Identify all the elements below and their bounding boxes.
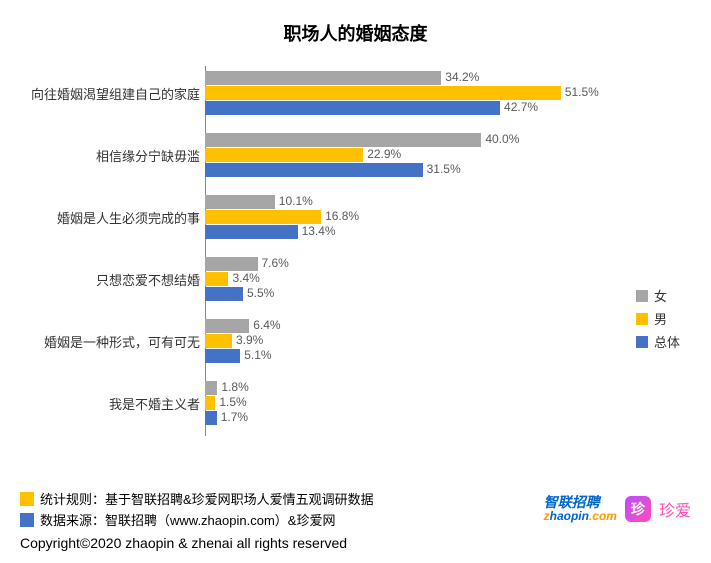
- y-axis-labels: 向往婚姻渴望组建自己的家庭相信缘分宁缺毋滥婚姻是人生必须完成的事只想恋爱不想结婚…: [10, 66, 200, 436]
- bar-value-label: 3.9%: [236, 333, 263, 347]
- legend-label: 男: [654, 309, 667, 328]
- bar: 42.7%: [205, 101, 500, 115]
- bar: 51.5%: [205, 86, 561, 100]
- bar-value-label: 31.5%: [427, 162, 461, 176]
- category-label: 我是不婚主义者: [109, 394, 200, 413]
- bar: 3.9%: [205, 334, 232, 348]
- source-row: 数据来源：智联招聘（www.zhaopin.com）&珍爱网: [20, 510, 691, 529]
- bar-value-label: 1.5%: [219, 395, 246, 409]
- bar: 5.1%: [205, 349, 240, 363]
- legend-item: 总体: [636, 332, 680, 351]
- bar-value-label: 13.4%: [302, 224, 336, 238]
- source-swatch: [20, 513, 34, 527]
- bar: 13.4%: [205, 225, 298, 239]
- legend-item: 女: [636, 286, 680, 305]
- source-text: 数据来源：智联招聘（www.zhaopin.com）&珍爱网: [40, 510, 335, 529]
- bar-value-label: 7.6%: [262, 256, 289, 270]
- legend-item: 男: [636, 309, 680, 328]
- bar-value-label: 16.8%: [325, 209, 359, 223]
- rule-swatch: [20, 492, 34, 506]
- bar-value-label: 1.7%: [221, 410, 248, 424]
- bar: 6.4%: [205, 319, 249, 333]
- bar: 5.5%: [205, 287, 243, 301]
- rule-text: 统计规则：基于智联招聘&珍爱网职场人爱情五观调研数据: [40, 489, 374, 508]
- category-label: 相信缘分宁缺毋滥: [96, 146, 200, 165]
- bar-value-label: 22.9%: [367, 147, 401, 161]
- legend: 女男总体: [636, 286, 680, 355]
- bar-value-label: 5.5%: [247, 286, 274, 300]
- chart-container: 职场人的婚姻态度 向往婚姻渴望组建自己的家庭相信缘分宁缺毋滥婚姻是人生必须完成的…: [0, 0, 711, 563]
- bar-value-label: 40.0%: [485, 132, 519, 146]
- bar-value-label: 51.5%: [565, 85, 599, 99]
- category-label: 向往婚姻渴望组建自己的家庭: [31, 84, 200, 103]
- bar: 16.8%: [205, 210, 321, 224]
- bar: 1.8%: [205, 381, 217, 395]
- category-label: 婚姻是一种形式，可有可无: [44, 332, 200, 351]
- legend-swatch: [636, 313, 648, 325]
- plot-area: 34.2%51.5%42.7%40.0%22.9%31.5%10.1%16.8%…: [205, 66, 585, 436]
- chart-area: 向往婚姻渴望组建自己的家庭相信缘分宁缺毋滥婚姻是人生必须完成的事只想恋爱不想结婚…: [10, 66, 690, 436]
- footer: 统计规则：基于智联招聘&珍爱网职场人爱情五观调研数据 数据来源：智联招聘（www…: [20, 489, 691, 551]
- category-label: 婚姻是人生必须完成的事: [57, 208, 200, 227]
- legend-label: 女: [654, 286, 667, 305]
- legend-label: 总体: [654, 332, 680, 351]
- bar-value-label: 3.4%: [232, 271, 259, 285]
- legend-swatch: [636, 336, 648, 348]
- copyright-text: Copyright©2020 zhaopin & zhenai all righ…: [20, 535, 691, 551]
- bar: 1.7%: [205, 411, 217, 425]
- bar-value-label: 6.4%: [253, 318, 280, 332]
- chart-title: 职场人的婚姻态度: [0, 0, 711, 66]
- bar-value-label: 10.1%: [279, 194, 313, 208]
- bar: 10.1%: [205, 195, 275, 209]
- bar: 1.5%: [205, 396, 215, 410]
- bar-value-label: 34.2%: [445, 70, 479, 84]
- bar: 31.5%: [205, 163, 423, 177]
- bar: 34.2%: [205, 71, 441, 85]
- legend-swatch: [636, 290, 648, 302]
- bar-value-label: 5.1%: [244, 348, 271, 362]
- bar: 22.9%: [205, 148, 363, 162]
- bar: 40.0%: [205, 133, 481, 147]
- rule-row: 统计规则：基于智联招聘&珍爱网职场人爱情五观调研数据: [20, 489, 691, 508]
- bar: 7.6%: [205, 257, 258, 271]
- bar: 3.4%: [205, 272, 228, 286]
- bar-value-label: 1.8%: [221, 380, 248, 394]
- category-label: 只想恋爱不想结婚: [96, 270, 200, 289]
- bar-value-label: 42.7%: [504, 100, 538, 114]
